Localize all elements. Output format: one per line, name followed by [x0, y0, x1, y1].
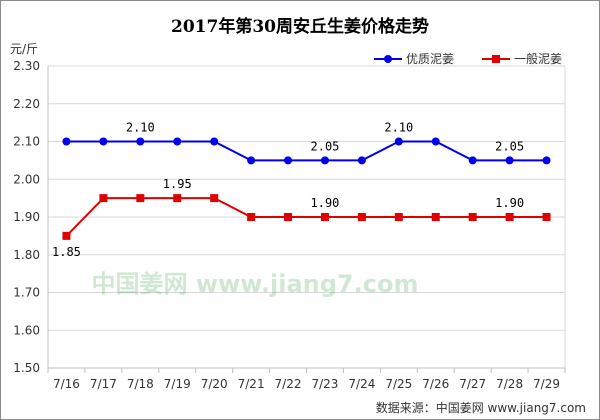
- x-tick-label: 7/23: [311, 377, 338, 391]
- x-tick-label: 7/18: [127, 377, 154, 391]
- data-point-1-10: [431, 213, 440, 221]
- data-point-0-10: [431, 137, 440, 146]
- x-tick-label: 7/20: [201, 377, 228, 391]
- data-label: 2.10: [384, 121, 413, 135]
- x-tick-label: 7/22: [275, 377, 302, 391]
- data-point-1-4: [210, 194, 219, 203]
- legend-label-premium: 优质泥姜: [406, 52, 455, 66]
- legend-label-regular: 一般泥姜: [514, 52, 563, 66]
- data-label: 1.85: [52, 245, 81, 259]
- data-point-1-12: [505, 213, 514, 221]
- x-tick-label: 7/21: [238, 377, 265, 391]
- x-tick-label: 7/19: [164, 377, 191, 391]
- legend-swatch-premium: [374, 53, 402, 65]
- data-label: 2.05: [311, 139, 340, 153]
- watermark-text: 中国姜网 www.jiang7.com: [92, 270, 419, 298]
- data-point-0-5: [247, 156, 256, 165]
- legend-swatch-regular: [482, 53, 510, 65]
- y-tick-label: 2.10: [13, 135, 40, 149]
- data-point-0-4: [210, 137, 219, 146]
- axis-layer: 1.50 1.60 1.70 1.80 1.90 2.00 2.10 2.20 2.30 7/16…: [13, 59, 566, 391]
- x-tick-label: 7/25: [385, 377, 412, 391]
- data-point-0-2: [136, 137, 145, 146]
- data-point-1-6: [284, 213, 293, 221]
- x-tick-label: 7/28: [496, 377, 523, 391]
- data-point-0-13: [542, 156, 551, 165]
- x-tick-label: 7/26: [422, 377, 449, 391]
- x-tick-label: 7/29: [533, 377, 560, 391]
- data-label: 1.90: [311, 196, 340, 210]
- data-point-0-11: [468, 156, 477, 165]
- x-tick-label: 7/24: [348, 377, 375, 391]
- x-tick-label: 7/16: [53, 377, 80, 391]
- data-point-1-9: [394, 213, 403, 221]
- data-point-0-8: [357, 156, 366, 165]
- data-point-1-11: [468, 213, 477, 221]
- x-tick-label: 7/17: [90, 377, 117, 391]
- y-tick-label: 2.20: [13, 97, 40, 111]
- y-tick-label: 2.00: [13, 172, 40, 186]
- label-layer: 2.10 2.05 2.10 2.05 1.85 1.95 1.90 1.90: [52, 121, 524, 259]
- data-point-1-1: [99, 194, 108, 203]
- data-point-1-7: [320, 213, 329, 221]
- data-label: 2.05: [495, 139, 524, 153]
- data-point-1-3: [173, 194, 182, 203]
- y-tick-label: 1.50: [13, 361, 40, 375]
- series-line-1: [65, 197, 547, 237]
- y-tick-label: 2.30: [13, 59, 40, 73]
- watermark: 中国姜网 www.jiang7.com: [92, 270, 419, 298]
- data-point-0-0: [62, 137, 71, 146]
- y-tick-label: 1.90: [13, 210, 40, 224]
- data-point-0-7: [320, 156, 329, 165]
- y-axis-unit-label: 元/斤: [10, 42, 39, 56]
- data-point-0-3: [173, 137, 182, 146]
- data-point-0-12: [505, 156, 514, 165]
- y-tick-label: 1.60: [13, 323, 40, 337]
- legend-item-premium: 优质泥姜: [374, 50, 454, 67]
- y-tick-label: 1.70: [13, 286, 40, 300]
- data-point-1-5: [247, 213, 256, 221]
- y-tick-label: 1.80: [13, 248, 40, 262]
- data-point-1-2: [136, 194, 145, 203]
- x-tick-label: 7/27: [459, 377, 486, 391]
- source-label: 数据来源：中国姜网 www.jiang7.com: [375, 401, 586, 415]
- legend-item-regular: 一般泥姜: [482, 50, 562, 67]
- data-point-0-1: [99, 137, 108, 146]
- data-point-0-9: [394, 137, 403, 146]
- chart-title: 2017年第30周安丘生姜价格走势: [171, 17, 429, 37]
- series-layer: [62, 137, 551, 240]
- data-point-0-6: [284, 156, 293, 165]
- data-point-1-13: [542, 213, 551, 221]
- data-point-1-8: [357, 213, 366, 221]
- series-line-0: [66, 140, 547, 162]
- data-label: 1.95: [163, 177, 192, 191]
- data-point-1-0: [62, 231, 71, 240]
- data-label: 2.10: [126, 121, 155, 135]
- data-label: 1.90: [495, 196, 524, 210]
